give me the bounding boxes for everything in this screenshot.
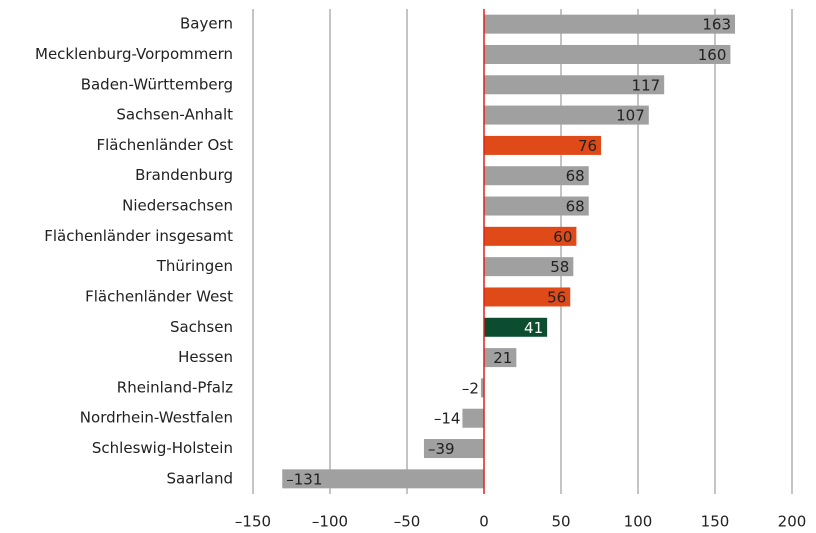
category-label: Bayern [180, 15, 233, 33]
value-label: –2 [462, 379, 479, 397]
category-label: Flächenländer Ost [96, 136, 233, 154]
bar [484, 44, 731, 64]
bar [484, 14, 736, 34]
bar [480, 378, 484, 398]
x-tick-label: 150 [701, 513, 730, 531]
x-tick-label: 200 [778, 513, 807, 531]
bar [462, 408, 484, 428]
bar [484, 226, 577, 246]
value-label: 68 [566, 167, 585, 185]
value-label: 76 [578, 137, 597, 155]
value-label: 107 [616, 107, 645, 125]
value-label: 68 [566, 198, 585, 216]
x-tick-label: –50 [394, 513, 421, 531]
x-tick-label: 100 [624, 513, 653, 531]
category-label: Schleswig-Holstein [92, 439, 233, 457]
bar [423, 439, 484, 459]
value-label: 160 [698, 46, 727, 64]
category-label: Nordrhein-Westfalen [80, 409, 233, 427]
bar [484, 196, 589, 216]
category-label: Baden-Württemberg [81, 75, 233, 93]
bar [484, 166, 589, 186]
category-label: Brandenburg [135, 166, 233, 184]
category-label: Saarland [167, 469, 233, 487]
value-label: 60 [553, 228, 572, 246]
bar [484, 287, 571, 307]
category-label: Niedersachsen [122, 197, 233, 215]
category-label: Sachsen [170, 318, 233, 336]
value-label: 41 [524, 319, 543, 337]
value-label: 163 [702, 16, 731, 34]
bar [484, 135, 602, 155]
value-label: –131 [286, 470, 322, 488]
bar [484, 348, 517, 368]
value-label: –14 [434, 410, 461, 428]
category-label: Hessen [178, 348, 233, 366]
value-label: 117 [632, 76, 661, 94]
x-tick-label: 50 [551, 513, 570, 531]
bar [484, 317, 548, 337]
x-tick-label: 0 [479, 513, 489, 531]
category-label: Rheinland-Pfalz [117, 378, 233, 396]
bar [484, 257, 574, 277]
category-label: Flächenländer West [85, 287, 233, 305]
bar [484, 105, 649, 125]
category-label: Mecklenburg-Vorpommern [35, 45, 233, 63]
value-label: –39 [428, 440, 455, 458]
category-label: Sachsen-Anhalt [116, 106, 233, 124]
category-label: Flächenländer insgesamt [44, 227, 233, 245]
x-tick-label: –150 [235, 513, 271, 531]
value-label: 58 [550, 258, 569, 276]
value-label: 56 [547, 288, 566, 306]
value-label: 21 [493, 349, 512, 367]
bar [282, 469, 484, 489]
category-label: Thüringen [156, 257, 233, 275]
bar [484, 75, 665, 95]
x-tick-label: –100 [312, 513, 348, 531]
